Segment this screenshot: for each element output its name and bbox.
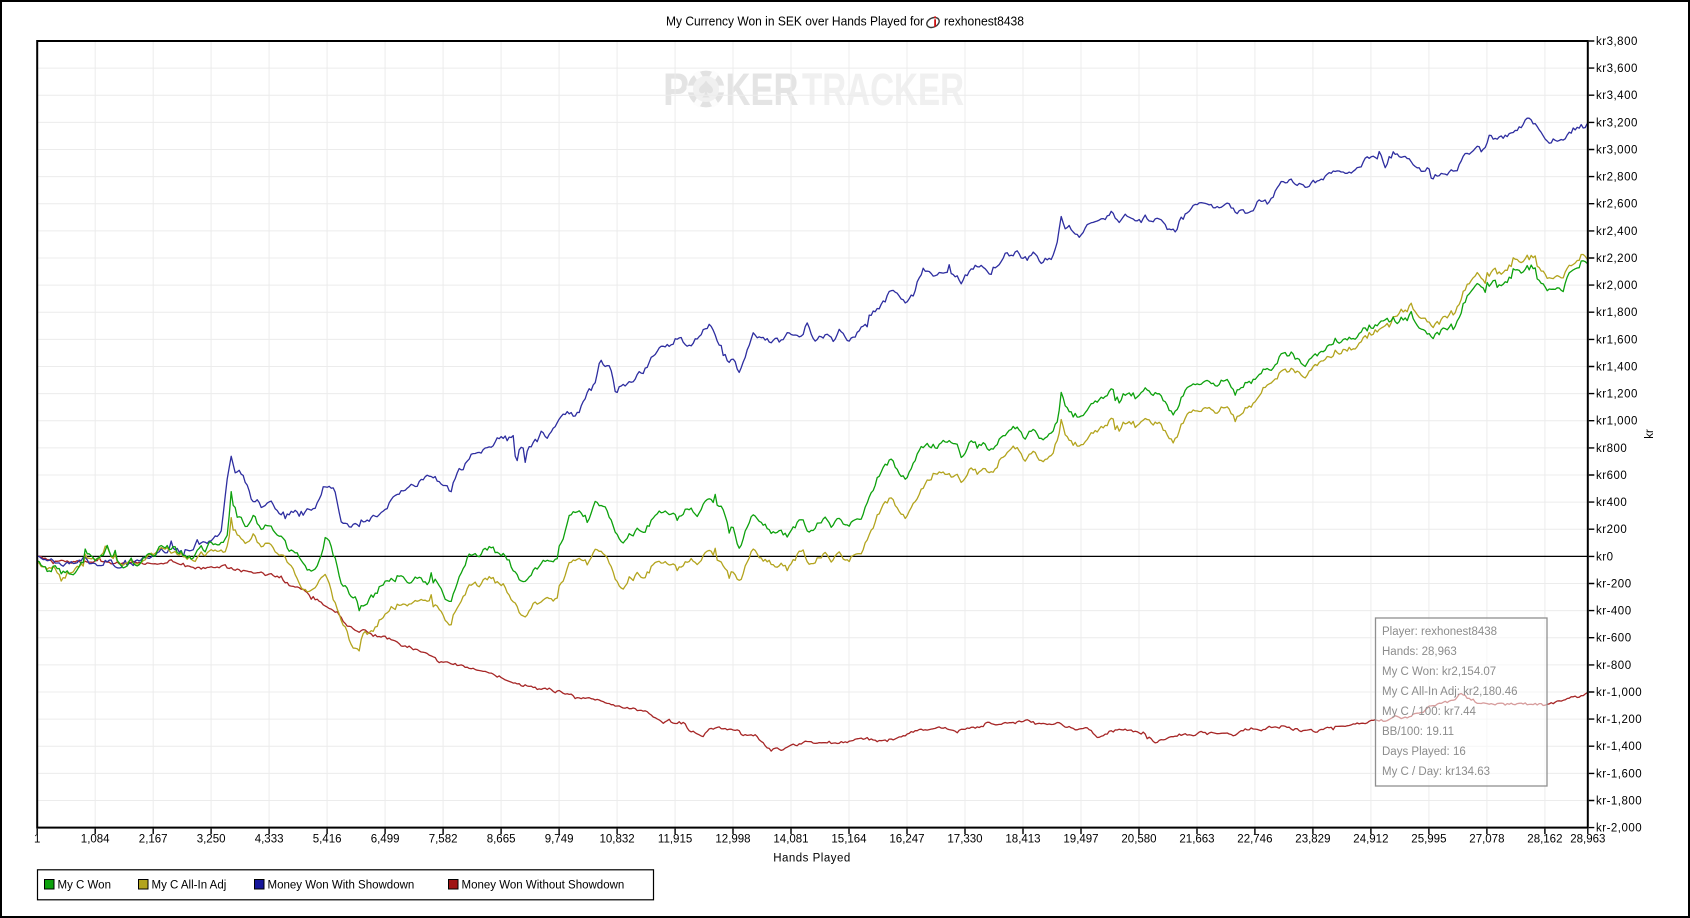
svg-text:kr-800: kr-800	[1596, 660, 1632, 672]
svg-text:7,582: 7,582	[429, 834, 458, 846]
svg-text:P: P	[663, 64, 689, 115]
svg-text:18,413: 18,413	[1005, 834, 1040, 846]
svg-text:My C / Day: kr134.63: My C / Day: kr134.63	[1382, 766, 1490, 778]
svg-text:2,167: 2,167	[139, 834, 168, 846]
svg-text:BB/100: 19.11: BB/100: 19.11	[1382, 726, 1454, 738]
svg-text:Hands: 28,963: Hands: 28,963	[1382, 646, 1457, 658]
svg-text:Money Won With Showdown: Money Won With Showdown	[268, 880, 415, 892]
svg-text:kr200: kr200	[1596, 524, 1627, 536]
svg-text:15,164: 15,164	[831, 834, 867, 846]
svg-text:17,330: 17,330	[947, 834, 982, 846]
svg-text:19,497: 19,497	[1063, 834, 1098, 846]
svg-text:22,746: 22,746	[1237, 834, 1272, 846]
svg-text:kr-2,000: kr-2,000	[1596, 823, 1642, 835]
svg-text:14,081: 14,081	[773, 834, 808, 846]
svg-text:KER: KER	[726, 64, 799, 115]
svg-text:kr2,800: kr2,800	[1596, 172, 1638, 184]
svg-text:kr1,000: kr1,000	[1596, 416, 1638, 428]
svg-text:kr1,200: kr1,200	[1596, 389, 1638, 401]
svg-text:28,963: 28,963	[1570, 834, 1605, 846]
svg-text:kr-1,000: kr-1,000	[1596, 687, 1642, 699]
svg-text:kr-1,200: kr-1,200	[1596, 714, 1642, 726]
svg-text:10,832: 10,832	[600, 834, 635, 846]
svg-text:kr-1,400: kr-1,400	[1596, 741, 1642, 753]
svg-text:kr: kr	[1644, 429, 1656, 439]
svg-text:My Currency Won in SEK over Ha: My Currency Won in SEK over Hands Played…	[666, 14, 925, 29]
svg-text:5,416: 5,416	[313, 834, 342, 846]
svg-text:28,162: 28,162	[1527, 834, 1562, 846]
svg-text:Player: rexhonest8438: Player: rexhonest8438	[1382, 626, 1497, 638]
svg-text:kr-200: kr-200	[1596, 579, 1632, 591]
svg-text:kr1,800: kr1,800	[1596, 307, 1638, 319]
svg-text:9,749: 9,749	[545, 834, 574, 846]
svg-text:My C / 100: kr7.44: My C / 100: kr7.44	[1382, 706, 1477, 718]
svg-text:12,998: 12,998	[715, 834, 750, 846]
svg-text:kr2,200: kr2,200	[1596, 253, 1638, 265]
svg-text:23,829: 23,829	[1295, 834, 1330, 846]
svg-text:24,912: 24,912	[1353, 834, 1388, 846]
svg-text:kr3,600: kr3,600	[1596, 63, 1638, 75]
svg-text:3,250: 3,250	[197, 834, 226, 846]
svg-text:kr1,600: kr1,600	[1596, 334, 1638, 346]
svg-text:21,663: 21,663	[1179, 834, 1214, 846]
svg-text:kr-400: kr-400	[1596, 606, 1632, 618]
svg-text:4,333: 4,333	[255, 834, 284, 846]
svg-text:My C Won: kr2,154.07: My C Won: kr2,154.07	[1382, 666, 1496, 678]
svg-text:Days Played: 16: Days Played: 16	[1382, 746, 1466, 758]
svg-text:kr0: kr0	[1596, 551, 1613, 563]
svg-text:1,084: 1,084	[81, 834, 110, 846]
svg-text:kr400: kr400	[1596, 497, 1627, 509]
svg-text:1: 1	[34, 834, 40, 846]
svg-text:My C Won: My C Won	[58, 880, 111, 892]
svg-text:25,995: 25,995	[1411, 834, 1446, 846]
svg-text:kr2,400: kr2,400	[1596, 226, 1638, 238]
svg-text:kr3,000: kr3,000	[1596, 145, 1638, 157]
svg-text:8,665: 8,665	[487, 834, 516, 846]
svg-text:6,499: 6,499	[371, 834, 400, 846]
svg-text:kr1,400: kr1,400	[1596, 362, 1638, 374]
svg-text:Money Won Without Showdown: Money Won Without Showdown	[462, 880, 625, 892]
svg-text:11,915: 11,915	[658, 834, 692, 846]
svg-text:kr3,800: kr3,800	[1596, 36, 1638, 48]
svg-text:Hands Played: Hands Played	[773, 853, 851, 865]
svg-text:My C All-In Adj: kr2,180.46: My C All-In Adj: kr2,180.46	[1382, 686, 1518, 698]
svg-text:kr-600: kr-600	[1596, 633, 1632, 645]
svg-text:kr2,000: kr2,000	[1596, 280, 1638, 292]
svg-text:16,247: 16,247	[889, 834, 924, 846]
svg-text:TRACKER: TRACKER	[802, 64, 964, 115]
svg-text:kr2,600: kr2,600	[1596, 199, 1638, 211]
svg-text:kr600: kr600	[1596, 470, 1627, 482]
svg-text:My C All-In Adj: My C All-In Adj	[152, 880, 227, 892]
svg-text:20,580: 20,580	[1121, 834, 1156, 846]
svg-text:kr-1,600: kr-1,600	[1596, 768, 1642, 780]
svg-text:rexhonest8438: rexhonest8438	[944, 14, 1024, 29]
svg-text:kr3,200: kr3,200	[1596, 117, 1638, 129]
svg-text:27,078: 27,078	[1469, 834, 1504, 846]
svg-text:kr800: kr800	[1596, 443, 1627, 455]
svg-text:kr-1,800: kr-1,800	[1596, 796, 1642, 808]
svg-text:kr3,400: kr3,400	[1596, 90, 1638, 102]
